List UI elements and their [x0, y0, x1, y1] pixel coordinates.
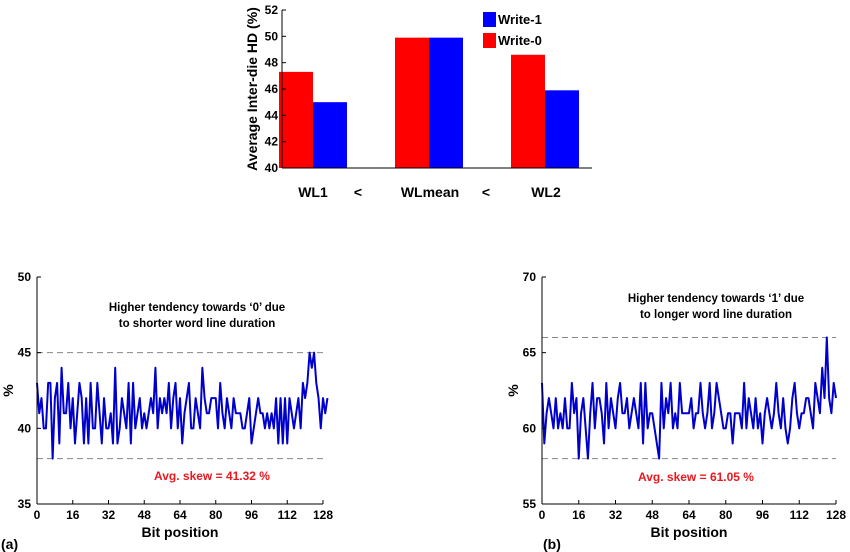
- x-tick-label: 112: [278, 508, 298, 522]
- y-tick-label: 40: [18, 421, 32, 435]
- bar-y-tick-label: 44: [265, 108, 279, 122]
- category-label-wlmean: WLmean: [401, 184, 459, 200]
- bar-chart: 40 42 44 46 48 50 52 Average Inter-die HD (%) WL…: [244, 3, 592, 200]
- bar-wl2-write-1: [545, 90, 579, 168]
- x-tick-label: 80: [209, 508, 223, 522]
- bar-wlmean-write-1: [429, 37, 463, 169]
- y-tick-label: 65: [523, 346, 537, 360]
- data-series-line: [541, 336, 837, 460]
- x-tick-label: 128: [313, 508, 333, 522]
- x-tick-label: 0: [34, 508, 41, 522]
- x-tick-label: 128: [826, 508, 846, 522]
- bar-y-tick-label: 40: [265, 161, 279, 175]
- y-tick-label: 60: [523, 421, 537, 435]
- y-tick-label: 55: [523, 497, 537, 511]
- x-tick-label: 32: [609, 508, 623, 522]
- category-label-wl1: WL1: [298, 184, 328, 200]
- x-tick-label: 48: [138, 508, 152, 522]
- y-tick-label: 50: [18, 270, 32, 284]
- panel-label: (b): [543, 536, 561, 552]
- x-tick-label: 16: [66, 508, 80, 522]
- category-label-wl2: WL2: [531, 184, 561, 200]
- bar-wl2-write-0: [511, 54, 545, 169]
- y-tick-label: 35: [18, 497, 32, 511]
- line-chart-a: 0 16 32 48 64 80 96 112 128 35 40 45 50 Bit position%…: [0, 270, 333, 552]
- legend-label-write-1: Write-1: [498, 12, 542, 27]
- bar-y-tick-label: 48: [265, 56, 279, 70]
- annotation-text: to shorter word line duration: [119, 318, 276, 330]
- legend-swatch-write-0: [483, 33, 496, 48]
- data-series-line: [36, 351, 329, 460]
- bar-y-tick-label: 52: [265, 3, 279, 17]
- x-tick-label: 48: [646, 508, 660, 522]
- bar-y-tick-label: 42: [265, 135, 279, 149]
- x-tick-label: 112: [790, 508, 810, 522]
- x-axis-label: Bit position: [142, 524, 219, 540]
- line-chart-b: 0 16 32 48 64 80 96 112 128 55 60 65 70 Bit position%…: [505, 270, 846, 552]
- annotation-text: Higher tendency towards ‘0’ due: [109, 302, 285, 314]
- bar-y-tick-label: 50: [265, 29, 279, 43]
- x-tick-label: 0: [539, 508, 546, 522]
- legend-swatch-write-1: [483, 12, 496, 27]
- annotation-text: to longer word line duration: [640, 309, 792, 321]
- x-tick-label: 96: [756, 508, 770, 522]
- avg-skew-label: Avg. skew = 61.05 %: [638, 470, 754, 484]
- y-axis-label: %: [0, 384, 16, 397]
- y-tick-label: 70: [523, 270, 537, 284]
- y-tick-label: 45: [18, 346, 32, 360]
- bar-wl1-write-0: [279, 71, 313, 168]
- bar-y-axis-label: Average Inter-die HD (%): [244, 7, 260, 171]
- bar-wlmean-write-0: [395, 37, 429, 169]
- bar-y-tick-label: 46: [265, 82, 279, 96]
- avg-skew-label: Avg. skew = 41.32 %: [154, 469, 270, 483]
- x-tick-label: 32: [102, 508, 116, 522]
- x-tick-label: 96: [245, 508, 259, 522]
- y-axis-label: %: [505, 384, 521, 397]
- x-tick-label: 16: [572, 508, 586, 522]
- panel-label: (a): [1, 536, 18, 552]
- category-separator: <: [354, 184, 362, 200]
- category-separator: <: [482, 184, 490, 200]
- bar-wl1-write-1: [313, 102, 347, 168]
- legend-label-write-0: Write-0: [498, 33, 542, 48]
- x-tick-label: 64: [682, 508, 696, 522]
- annotation-text: Higher tendency towards ‘1’ due: [628, 293, 804, 305]
- x-tick-label: 64: [173, 508, 187, 522]
- x-tick-label: 80: [719, 508, 733, 522]
- x-axis-label: Bit position: [651, 524, 728, 540]
